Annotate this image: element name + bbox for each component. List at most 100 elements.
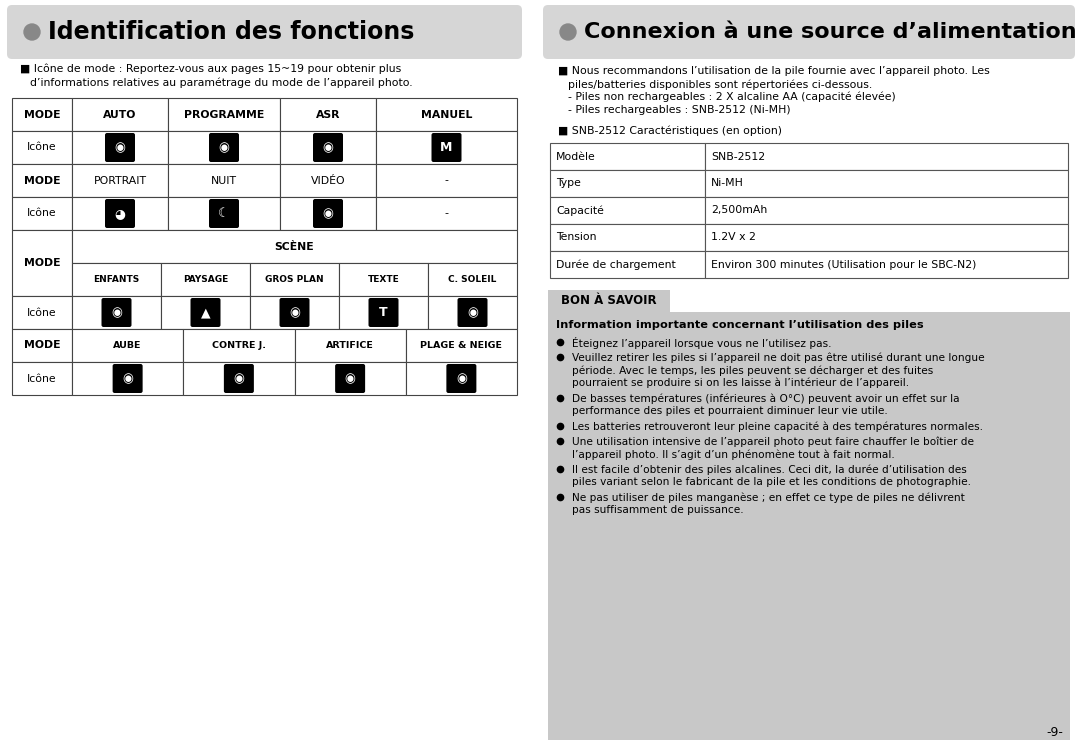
Bar (184, 362, 295, 395)
Text: Icône: Icône (27, 374, 57, 383)
Circle shape (24, 24, 40, 40)
Text: C. SOLEIL: C. SOLEIL (448, 275, 497, 284)
Bar (705, 251, 1068, 278)
Text: ◉: ◉ (456, 372, 467, 385)
Bar (72, 362, 184, 395)
FancyBboxPatch shape (313, 199, 343, 228)
Bar (548, 290, 670, 312)
Text: ASR: ASR (315, 110, 340, 119)
Text: -9-: -9- (1047, 726, 1064, 739)
Text: GROS PLAN: GROS PLAN (266, 275, 324, 284)
Text: Les batteries retrouveront leur pleine capacité à des températures normales.: Les batteries retrouveront leur pleine c… (572, 421, 983, 431)
Bar (12, 164, 72, 197)
Text: NUIT: NUIT (211, 175, 237, 186)
Text: CONTRE J.: CONTRE J. (212, 341, 266, 350)
Text: performance des piles et pourraient diminuer leur vie utile.: performance des piles et pourraient dimi… (572, 406, 888, 416)
Text: M: M (441, 141, 453, 154)
FancyBboxPatch shape (458, 298, 487, 327)
Bar (295, 362, 406, 395)
FancyBboxPatch shape (432, 133, 461, 162)
Bar (376, 164, 517, 197)
FancyBboxPatch shape (102, 298, 132, 327)
Bar (280, 131, 376, 164)
Text: De basses températures (inférieures à O°C) peuvent avoir un effet sur la: De basses températures (inférieures à O°… (572, 393, 960, 404)
Text: ◉: ◉ (233, 372, 244, 385)
Bar (249, 263, 339, 296)
Text: PORTRAIT: PORTRAIT (94, 175, 147, 186)
Bar (72, 197, 168, 230)
Text: -: - (445, 208, 448, 219)
Bar (12, 230, 72, 296)
Bar (280, 98, 376, 131)
FancyBboxPatch shape (224, 364, 254, 393)
Text: Durée de chargement: Durée de chargement (556, 260, 676, 270)
FancyBboxPatch shape (335, 364, 365, 393)
Text: Éteignez l’appareil lorsque vous ne l’utilisez pas.: Éteignez l’appareil lorsque vous ne l’ut… (572, 337, 832, 349)
Text: ▲: ▲ (201, 306, 211, 319)
FancyBboxPatch shape (210, 133, 239, 162)
FancyBboxPatch shape (313, 133, 343, 162)
Text: ■ Nous recommandons l’utilisation de la pile fournie avec l’appareil photo. Les: ■ Nous recommandons l’utilisation de la … (558, 66, 989, 76)
Bar (72, 230, 517, 263)
Bar (280, 164, 376, 197)
Bar (249, 296, 339, 329)
Bar (72, 296, 161, 329)
Text: Icône: Icône (27, 208, 57, 219)
Bar (705, 197, 1068, 224)
Bar (550, 251, 705, 278)
Text: période. Avec le temps, les piles peuvent se décharger et des fuites: période. Avec le temps, les piles peuven… (572, 365, 933, 375)
Text: d’informations relatives au paramétrage du mode de l’appareil photo.: d’informations relatives au paramétrage … (30, 77, 413, 87)
Bar (295, 329, 406, 362)
Bar (184, 329, 295, 362)
Bar (168, 197, 280, 230)
Text: ◉: ◉ (111, 306, 122, 319)
Text: Identification des fonctions: Identification des fonctions (48, 20, 415, 44)
Text: SNB-2512: SNB-2512 (711, 151, 765, 161)
Text: ◕: ◕ (114, 207, 125, 220)
Bar (550, 224, 705, 251)
FancyBboxPatch shape (368, 298, 399, 327)
Bar (376, 98, 517, 131)
Bar (548, 312, 1070, 740)
Text: ◉: ◉ (323, 141, 334, 154)
Text: ■ SNB-2512 Caractéristiques (en option): ■ SNB-2512 Caractéristiques (en option) (558, 125, 782, 136)
Text: pas suffisamment de puissance.: pas suffisamment de puissance. (572, 505, 744, 515)
FancyBboxPatch shape (280, 298, 310, 327)
Bar (12, 362, 72, 395)
Bar (705, 224, 1068, 251)
Bar (376, 131, 517, 164)
Bar (428, 296, 517, 329)
FancyBboxPatch shape (105, 133, 135, 162)
Bar (72, 263, 161, 296)
Bar (12, 98, 72, 131)
Text: - Piles rechargeables : SNB-2512 (Ni-MH): - Piles rechargeables : SNB-2512 (Ni-MH) (568, 105, 791, 115)
Text: - Piles non rechargeables : 2 X alcaline AA (capacité élevée): - Piles non rechargeables : 2 X alcaline… (568, 92, 895, 102)
Text: Ni-MH: Ni-MH (711, 178, 744, 189)
Text: T: T (379, 306, 388, 319)
FancyBboxPatch shape (210, 199, 239, 228)
Text: ◉: ◉ (114, 141, 125, 154)
Bar (406, 329, 517, 362)
Text: BON À SAVOIR: BON À SAVOIR (562, 295, 657, 307)
Text: Capacité: Capacité (556, 205, 604, 216)
Text: ◉: ◉ (467, 306, 478, 319)
FancyBboxPatch shape (446, 364, 476, 393)
FancyBboxPatch shape (543, 5, 1075, 59)
Text: piles variant selon le fabricant de la pile et les conditions de photographie.: piles variant selon le fabricant de la p… (572, 477, 971, 487)
Bar (72, 329, 184, 362)
Text: ◉: ◉ (345, 372, 355, 385)
FancyBboxPatch shape (112, 364, 143, 393)
Text: Une utilisation intensive de l’appareil photo peut faire chauffer le boîtier de: Une utilisation intensive de l’appareil … (572, 436, 974, 447)
Bar (339, 296, 428, 329)
Text: Environ 300 minutes (Utilisation pour le SBC-N2): Environ 300 minutes (Utilisation pour le… (711, 260, 976, 269)
Text: AUBE: AUBE (113, 341, 141, 350)
Text: MANUEL: MANUEL (421, 110, 472, 119)
Text: l’appareil photo. Il s’agit d’un phénomène tout à fait normal.: l’appareil photo. Il s’agit d’un phénomè… (572, 449, 894, 460)
Bar (550, 170, 705, 197)
FancyBboxPatch shape (6, 5, 522, 59)
Text: piles/batteries disponibles sont répertoriées ci-dessous.: piles/batteries disponibles sont réperto… (568, 79, 873, 90)
Circle shape (561, 24, 576, 40)
Text: TEXTE: TEXTE (367, 275, 400, 284)
Text: pourraient se produire si on les laisse à l’intérieur de l’appareil.: pourraient se produire si on les laisse … (572, 377, 909, 388)
Bar (280, 197, 376, 230)
